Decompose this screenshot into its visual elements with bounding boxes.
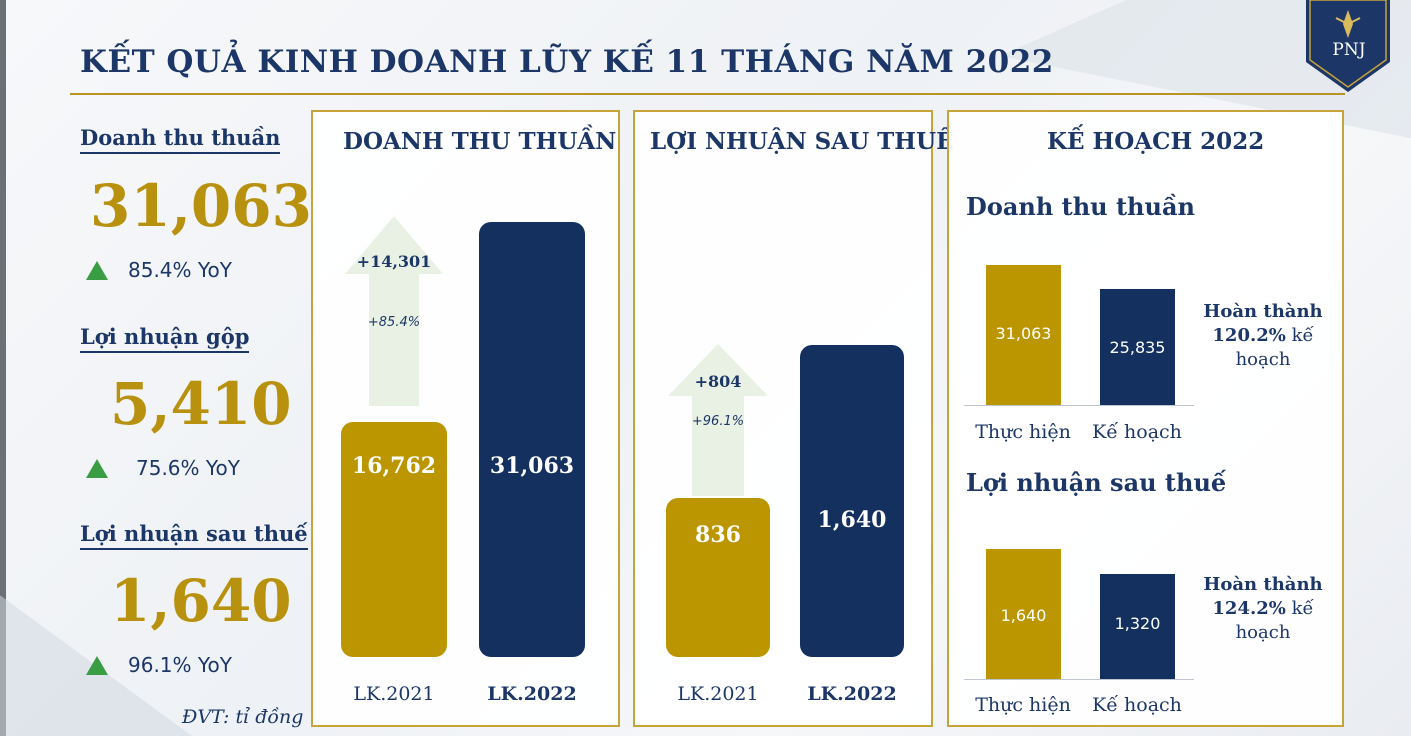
x-tick-label: LK.2022 xyxy=(487,683,577,705)
plan-panel-title: KẾ HOẠCH 2022 xyxy=(1047,128,1265,155)
profit-growth-percent: +96.1% xyxy=(691,414,745,429)
plan-revenue-subtitle: Doanh thu thuần xyxy=(966,192,1195,221)
kpi-label-gross-profit: Lợi nhuận gộp xyxy=(80,324,250,353)
bar-value-label: 836 xyxy=(695,522,741,548)
bar-value-label: 1,320 xyxy=(1114,614,1161,633)
plan-bar-revenue-plan: 25,835 xyxy=(1100,289,1175,405)
revenue-chart-title: DOANH THU THUẦN xyxy=(343,128,617,155)
kpi-value-net-profit: 1,640 xyxy=(110,567,292,635)
bar-value-label: 16,762 xyxy=(351,453,437,479)
x-tick-label: Kế hoạch xyxy=(1092,421,1182,443)
completion-suffix: kế xyxy=(1291,325,1314,346)
up-arrow-icon xyxy=(86,656,108,675)
x-tick-label: Thực hiện xyxy=(975,421,1071,443)
x-tick-label: LK.2021 xyxy=(677,683,759,705)
profit-growth-value: +804 xyxy=(694,372,742,391)
plan-profit-completion: Hoàn thành 124.2% kế hoạch xyxy=(1198,573,1328,645)
kpi-label-net-profit: Lợi nhuận sau thuế xyxy=(80,521,308,550)
up-arrow-icon xyxy=(86,261,108,280)
bar-value-label: 1,640 xyxy=(1000,606,1047,625)
completion-prefix: Hoàn thành xyxy=(1203,301,1323,322)
plan-profit-subtitle: Lợi nhuận sau thuế xyxy=(966,468,1227,497)
plan-profit-baseline xyxy=(964,679,1194,680)
x-tick-label: LK.2022 xyxy=(807,683,897,705)
left-edge-strip xyxy=(0,0,6,736)
plan-bar-profit-plan: 1,320 xyxy=(1100,574,1175,679)
x-tick-label: Kế hoạch xyxy=(1092,694,1182,716)
bar-revenue-lk2021: 16,762 xyxy=(341,422,447,657)
kpi-value-gross-profit: 5,410 xyxy=(110,370,292,438)
kpi-label-revenue: Doanh thu thuần xyxy=(80,125,281,154)
x-tick-label: Thực hiện xyxy=(975,694,1071,716)
completion-suffix: hoạch xyxy=(1235,349,1291,370)
completion-suffix: kế xyxy=(1291,598,1314,619)
profit-chart-title: LỢI NHUẬN SAU THUẾ xyxy=(650,128,954,155)
bar-value-label: 31,063 xyxy=(489,453,575,479)
revenue-growth-arrow xyxy=(345,216,443,406)
bar-value-label: 1,640 xyxy=(817,507,887,533)
completion-prefix: Hoàn thành xyxy=(1203,574,1323,595)
bar-value-label: 25,835 xyxy=(1109,338,1166,357)
plan-revenue-baseline xyxy=(964,405,1194,406)
logo-text: PNJ xyxy=(1332,40,1366,60)
up-arrow-icon xyxy=(86,459,108,478)
kpi-yoy-gross-profit: 75.6% YoY xyxy=(136,456,240,480)
bar-profit-lk2021: 836 xyxy=(666,498,770,657)
profit-growth-arrow xyxy=(668,344,768,496)
pnj-logo xyxy=(1306,0,1390,92)
plan-bar-revenue-actual: 31,063 xyxy=(986,265,1061,405)
unit-note: ĐVT: tỉ đồng xyxy=(182,706,304,728)
bar-revenue-lk2022: 31,063 xyxy=(479,222,585,657)
completion-percent: 120.2% xyxy=(1212,325,1286,346)
completion-suffix: hoạch xyxy=(1235,622,1291,643)
revenue-growth-value: +14,301 xyxy=(356,252,432,271)
page-title: KẾT QUẢ KINH DOANH LŨY KẾ 11 THÁNG NĂM 2… xyxy=(80,44,1054,80)
revenue-growth-percent: +85.4% xyxy=(367,315,421,330)
plan-bar-profit-actual: 1,640 xyxy=(986,549,1061,679)
bar-value-label: 31,063 xyxy=(995,324,1052,343)
title-underline xyxy=(70,93,1345,95)
kpi-value-revenue: 31,063 xyxy=(90,172,312,240)
x-tick-label: LK.2021 xyxy=(353,683,435,705)
kpi-yoy-net-profit: 96.1% YoY xyxy=(128,653,232,677)
completion-percent: 124.2% xyxy=(1212,598,1286,619)
plan-revenue-completion: Hoàn thành 120.2% kế hoạch xyxy=(1198,300,1328,372)
kpi-yoy-revenue: 85.4% YoY xyxy=(128,258,232,282)
bar-profit-lk2022: 1,640 xyxy=(800,345,904,657)
